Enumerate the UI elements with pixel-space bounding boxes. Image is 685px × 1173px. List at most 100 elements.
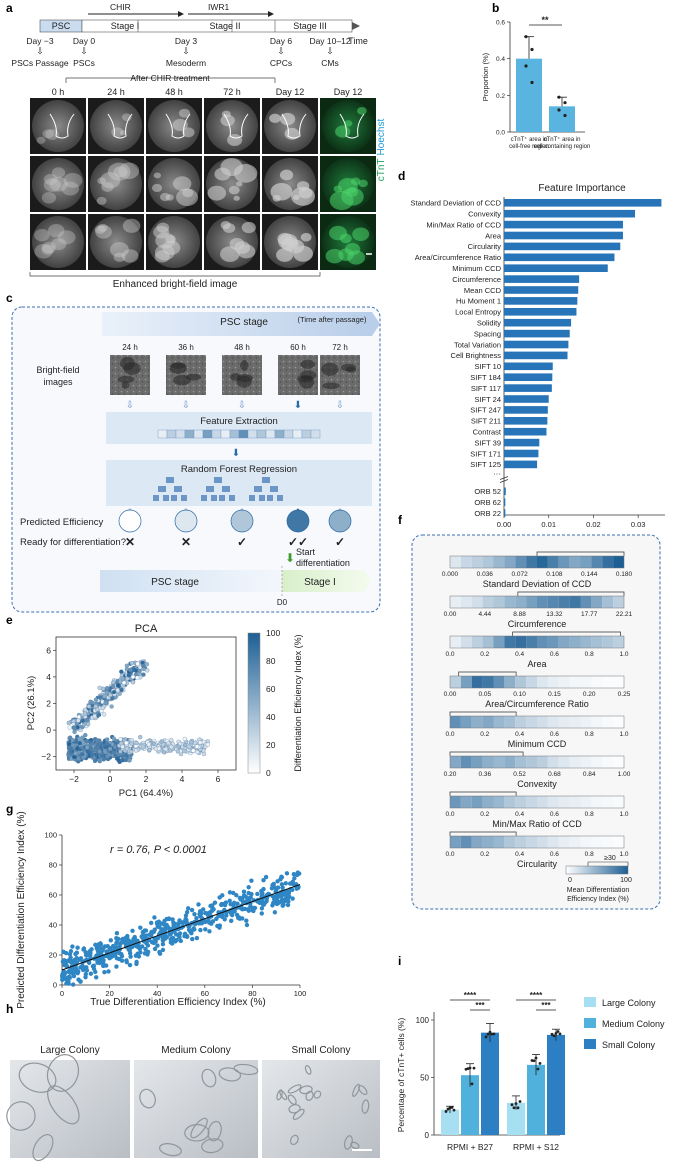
pca-point bbox=[110, 684, 116, 689]
data-point bbox=[450, 1106, 454, 1109]
time-label: 72 h bbox=[223, 87, 241, 97]
scatter-point bbox=[177, 919, 182, 924]
drug-label: CHIR bbox=[110, 2, 131, 12]
colony-blob bbox=[61, 181, 80, 196]
heat-cell bbox=[537, 796, 548, 808]
scatter-point bbox=[151, 929, 157, 934]
tree-node bbox=[267, 495, 273, 501]
bar bbox=[504, 199, 662, 207]
pca-point bbox=[201, 751, 207, 757]
scatter-point bbox=[127, 962, 133, 968]
scatter-point bbox=[296, 871, 302, 876]
y-tick-label: −2 bbox=[41, 752, 51, 762]
heat-cell bbox=[504, 676, 516, 688]
y-tick-label: 0 bbox=[46, 725, 51, 735]
data-point bbox=[484, 1035, 488, 1039]
heat-row-label: Circularity bbox=[517, 859, 558, 869]
category-label: Total Variation bbox=[454, 340, 501, 349]
pca-point bbox=[205, 742, 210, 747]
colony-blob bbox=[101, 182, 114, 192]
tree-node bbox=[259, 495, 265, 501]
chart-title: PCA bbox=[135, 623, 158, 635]
scatter-point bbox=[149, 939, 155, 945]
day-label: Day 0 bbox=[73, 36, 95, 46]
x-tick-label: 40 bbox=[153, 989, 161, 998]
scatter-point bbox=[102, 970, 107, 975]
pca-point bbox=[119, 669, 124, 674]
x-axis-label: PC1 (64.4%) bbox=[119, 788, 173, 799]
pca-point bbox=[82, 711, 88, 716]
colony-blob bbox=[221, 110, 231, 118]
colony-blob bbox=[41, 241, 57, 254]
scatter-point bbox=[196, 921, 202, 926]
y-tick-label: 60 bbox=[49, 891, 57, 900]
colony-blob bbox=[94, 225, 106, 234]
heat-cell bbox=[602, 836, 614, 848]
pca-point bbox=[194, 744, 200, 749]
scatter-point bbox=[110, 953, 116, 959]
scatter-point bbox=[182, 933, 187, 939]
scatter-point bbox=[227, 898, 232, 903]
down-arrow-icon: ⇩ bbox=[126, 400, 134, 411]
heat-tick-label: 1.0 bbox=[619, 731, 628, 738]
y-tick-label: 100 bbox=[44, 831, 57, 840]
pca-point bbox=[120, 676, 125, 681]
scatter-point bbox=[124, 958, 129, 963]
pca-point bbox=[98, 695, 103, 700]
y-tick-label: 100 bbox=[416, 1016, 430, 1025]
stage1-bar bbox=[282, 570, 372, 592]
feature-cell bbox=[175, 429, 186, 439]
heat-cell bbox=[602, 796, 614, 808]
colony-outline bbox=[344, 1135, 353, 1150]
pca-point bbox=[72, 726, 77, 731]
heat-tick-label: 0.0 bbox=[445, 811, 454, 818]
legend-title: Mean Differentiation bbox=[567, 887, 630, 894]
bar bbox=[504, 384, 552, 392]
feature-cell bbox=[283, 429, 294, 439]
pca-point bbox=[105, 754, 110, 759]
scatter-point bbox=[81, 947, 86, 952]
colony-blob bbox=[233, 164, 258, 183]
pca-point bbox=[96, 712, 102, 717]
heat-frame bbox=[449, 835, 625, 849]
scatter-point bbox=[114, 964, 119, 969]
colony-blob bbox=[296, 181, 310, 191]
scatter-point bbox=[63, 950, 69, 956]
heat-cell bbox=[537, 756, 548, 768]
category-label: SIFT 24 bbox=[474, 395, 501, 404]
legend-bracket bbox=[587, 861, 629, 866]
heat-tick-label: 0.0 bbox=[445, 851, 454, 858]
pca-point bbox=[85, 745, 90, 750]
after-chir-label: After CHIR treatment bbox=[130, 73, 210, 83]
heat-cell bbox=[569, 756, 581, 768]
scatter-point bbox=[223, 900, 229, 905]
tree-node bbox=[174, 486, 182, 492]
bar bbox=[504, 460, 538, 469]
data-point bbox=[532, 1059, 536, 1063]
ellipsis-label: ··· bbox=[493, 470, 501, 479]
heat-cell bbox=[558, 636, 570, 648]
colony-blob bbox=[119, 130, 127, 136]
scatter-point bbox=[229, 918, 234, 924]
category-label: ORB 22 bbox=[474, 509, 501, 518]
category-label: SIFT 247 bbox=[470, 406, 501, 415]
bar bbox=[547, 1034, 565, 1135]
heat-cell bbox=[460, 756, 472, 768]
stage-label: Stage III bbox=[293, 21, 327, 31]
pca-point bbox=[121, 680, 127, 685]
heat-cell bbox=[580, 596, 592, 608]
heat-cell bbox=[558, 836, 570, 848]
pca-point bbox=[92, 714, 97, 719]
panel-label-f: f bbox=[398, 513, 403, 527]
d0-label: D0 bbox=[277, 598, 288, 607]
pca-point bbox=[103, 700, 108, 706]
pca-point bbox=[134, 740, 139, 746]
day-event: Mesoderm bbox=[166, 58, 206, 68]
feature-cell bbox=[166, 429, 177, 439]
psc-stage-label: PSC stage bbox=[151, 577, 199, 588]
bar bbox=[504, 297, 578, 305]
pca-point bbox=[130, 674, 136, 680]
scatter-point bbox=[220, 893, 225, 898]
x-tick-label: 6 bbox=[216, 774, 221, 784]
